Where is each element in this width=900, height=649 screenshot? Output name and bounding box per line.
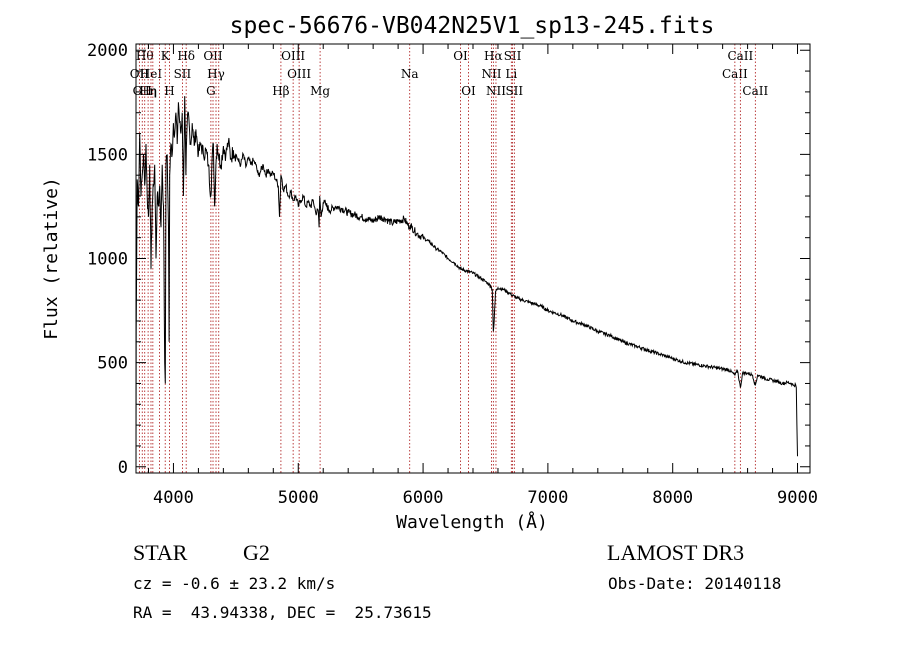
observation-date: Obs-Date: 20140118 [608, 574, 782, 593]
spectral-line-label: Hγ [207, 67, 225, 81]
spectral-line-label: Na [401, 67, 419, 81]
spectral-line-label: SII [504, 49, 522, 63]
x-tick-label: 7000 [527, 488, 568, 508]
x-tick-label: 8000 [652, 488, 693, 508]
spectral-line-label: NII [481, 67, 501, 81]
y-tick-label: 1500 [87, 145, 128, 165]
spectral-line-label: SII [505, 84, 523, 98]
spectral-line-label: Li [505, 67, 517, 81]
axis-ticks: 4000 5000 6000 7000 8000 9000 0 500 1000 1500 2000 [87, 41, 818, 508]
spectral-line-label: OII [203, 49, 223, 63]
spectral-line-label: Hδ [177, 49, 195, 63]
x-tick-label: 4000 [153, 488, 194, 508]
spectral-line-label: OI [453, 49, 468, 63]
plot-frame [135, 43, 811, 474]
y-tick-label: 2000 [87, 41, 128, 61]
survey-name: LAMOST DR3 [607, 540, 745, 565]
spectral-line-label: Hβ [272, 84, 289, 98]
spectral-line-label: CaII [727, 49, 753, 63]
x-axis-label: Wavelength (Å) [396, 511, 548, 533]
spectral-line-label: OII [130, 67, 150, 81]
x-tick-label: 9000 [777, 488, 818, 508]
spectrum-flux-line [135, 96, 798, 467]
spectral-line-label: Hθ [136, 49, 154, 63]
object-subclass: G2 [243, 540, 270, 565]
spectral-line-label: η [149, 84, 156, 98]
series-layer [135, 96, 798, 467]
spectral-line-label: NII [486, 84, 506, 98]
spectral-line-label: CaII [722, 67, 748, 81]
y-axis-label: Flux (relative) [41, 177, 62, 340]
spectral-line-label: OIII [281, 49, 305, 63]
y-tick-label: 1000 [87, 250, 128, 270]
spectral-line-label: K [161, 49, 171, 63]
spectral-line-label: OII [133, 84, 153, 98]
spectral-line-label: G [206, 84, 216, 98]
spectral-line-markers: OIIOIIHθHηHeIηKHSIIHδGOIIHγHβOIIIOIIIMgN… [130, 44, 768, 473]
spectral-line-label: Mg [310, 84, 330, 98]
chart-title: spec-56676-VB042N25V1_sp13-245.fits [230, 13, 715, 39]
redshift-velocity: cz = -0.6 ± 23.2 km/s [133, 574, 336, 593]
sky-coordinates: RA = 43.94338, DEC = 25.73615 [133, 603, 432, 622]
spectral-line-label: HeI [140, 67, 163, 81]
x-tick-label: 5000 [278, 488, 319, 508]
spectral-line-label: CaII [742, 84, 768, 98]
x-tick-label: 6000 [403, 488, 444, 508]
spectral-line-label: Hα [484, 49, 503, 63]
y-tick-label: 500 [97, 354, 128, 374]
spectral-line-label: H [164, 84, 174, 98]
spectral-line-label: OIII [287, 67, 311, 81]
y-tick-label: 0 [118, 458, 128, 478]
spectral-line-label: OI [461, 84, 476, 98]
spectral-line-label: SII [174, 67, 192, 81]
object-class: STAR [133, 540, 188, 565]
